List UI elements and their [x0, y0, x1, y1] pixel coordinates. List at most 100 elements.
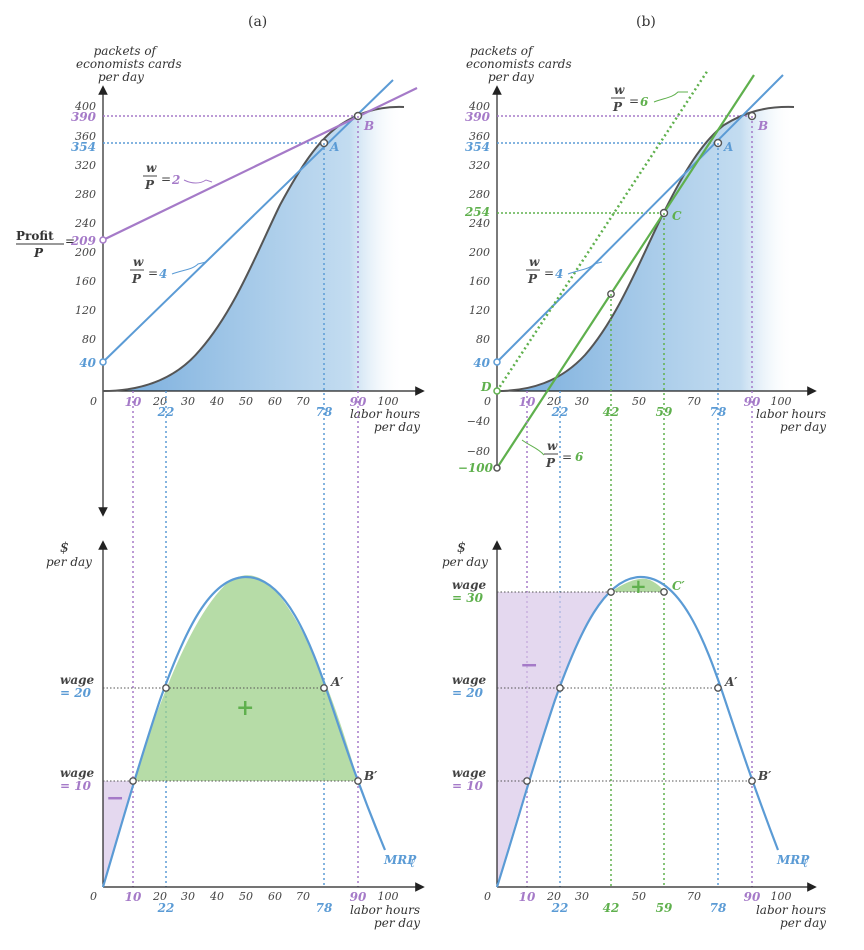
svg-text:A′: A′: [330, 675, 344, 689]
panel-a-line-wp2: [102, 87, 418, 241]
svg-text:50: 50: [239, 395, 253, 408]
svg-text:59: 59: [656, 405, 673, 419]
svg-text:w: w: [529, 255, 540, 269]
svg-text:= 30: = 30: [452, 591, 484, 605]
panel-b-shaded-area: [497, 106, 794, 392]
svg-text:wage: wage: [452, 673, 486, 687]
svg-text:= 20: = 20: [452, 686, 484, 700]
svg-text:ℓ: ℓ: [410, 856, 415, 870]
svg-text:$: $: [457, 540, 466, 556]
svg-text:320: 320: [75, 159, 96, 172]
svg-text:0: 0: [90, 890, 97, 903]
svg-text:MRP: MRP: [776, 853, 810, 867]
label-B: B: [363, 119, 374, 133]
svg-text:59: 59: [656, 901, 673, 915]
panel-a-bottom: A′ B′ + − $ per day wage = 20 wage = 10 …: [46, 540, 425, 930]
panel-a-title: (a): [248, 14, 267, 30]
minus-sign-a: −: [106, 785, 124, 811]
svg-text:B′: B′: [363, 769, 378, 783]
svg-text:P: P: [545, 456, 556, 470]
svg-text:4: 4: [555, 267, 563, 281]
svg-text:70: 70: [296, 395, 310, 408]
svg-text:packets of: packets of: [470, 44, 535, 58]
svg-text:per day: per day: [780, 420, 826, 434]
panel-a-top: A B packets of economists cards per day …: [16, 44, 425, 517]
svg-text:ℓ: ℓ: [803, 856, 808, 870]
svg-text:70: 70: [687, 890, 701, 903]
y-label-line1: packets of: [94, 44, 159, 58]
svg-text:70: 70: [296, 890, 310, 903]
svg-text:78: 78: [710, 901, 727, 915]
svg-text:0: 0: [484, 395, 491, 408]
svg-text:30: 30: [575, 890, 589, 903]
svg-text:wage: wage: [452, 766, 486, 780]
svg-text:60: 60: [268, 890, 282, 903]
svg-text:P: P: [131, 272, 142, 286]
svg-text:390: 390: [465, 110, 491, 124]
svg-text:= 20: = 20: [60, 686, 92, 700]
svg-text:A: A: [723, 140, 733, 154]
svg-text:160: 160: [75, 275, 96, 288]
panel-a-mrp-curve: [101, 575, 387, 888]
svg-text:120: 120: [75, 304, 96, 317]
svg-text:wage: wage: [60, 766, 94, 780]
svg-text:400: 400: [468, 100, 490, 113]
svg-text:22: 22: [157, 901, 175, 915]
svg-text:w: w: [547, 439, 558, 453]
svg-text:+: +: [630, 574, 647, 598]
svg-text:=: =: [544, 266, 554, 280]
svg-text:=: =: [148, 266, 158, 280]
svg-text:200: 200: [74, 246, 96, 259]
svg-text:42: 42: [603, 901, 620, 915]
wp2-value: 2: [171, 173, 180, 187]
svg-text:−: −: [520, 652, 538, 678]
svg-text:70: 70: [687, 395, 701, 408]
svg-text:= 10: = 10: [60, 779, 92, 793]
svg-text:per day: per day: [442, 555, 488, 569]
svg-text:10: 10: [519, 890, 536, 904]
svg-text:−40: −40: [467, 415, 490, 428]
svg-text:60: 60: [268, 395, 282, 408]
svg-text:$: $: [60, 540, 69, 556]
svg-text:40: 40: [473, 356, 490, 370]
profit-label: Profit: [16, 229, 54, 243]
svg-text:B′: B′: [757, 769, 772, 783]
svg-text:20: 20: [152, 890, 167, 903]
svg-text:100: 100: [378, 890, 399, 903]
svg-text:200: 200: [468, 246, 490, 259]
a-354: 354: [71, 140, 96, 154]
panel-a-plus-area: [133, 575, 358, 781]
svg-text:160: 160: [469, 275, 490, 288]
svg-text:360: 360: [75, 130, 96, 143]
panel-a-shaded-area: [103, 106, 404, 392]
svg-text:280: 280: [74, 188, 96, 201]
svg-text:0: 0: [90, 395, 97, 408]
svg-text:−80: −80: [467, 445, 490, 458]
svg-text:=: =: [65, 234, 75, 248]
svg-text:P: P: [612, 100, 623, 114]
svg-text:6: 6: [640, 95, 649, 109]
svg-text:22: 22: [551, 901, 569, 915]
svg-text:P: P: [527, 272, 538, 286]
svg-text:w: w: [133, 255, 144, 269]
svg-text:MRP: MRP: [383, 853, 417, 867]
svg-text:B: B: [757, 119, 768, 133]
svg-text:78: 78: [316, 405, 333, 419]
svg-text:80: 80: [476, 333, 490, 346]
a-40: 40: [79, 356, 96, 370]
svg-text:90: 90: [350, 890, 367, 904]
label-A: A: [329, 140, 339, 154]
svg-text:240: 240: [74, 217, 96, 230]
svg-text:w: w: [146, 161, 157, 175]
svg-text:100: 100: [771, 890, 792, 903]
svg-text:20: 20: [546, 890, 561, 903]
wp4-value: 4: [159, 267, 167, 281]
svg-text:6: 6: [575, 450, 584, 464]
a-390: 390: [71, 110, 97, 124]
svg-text:320: 320: [469, 159, 490, 172]
svg-text:per day: per day: [488, 70, 534, 84]
svg-text:=: =: [161, 172, 171, 186]
svg-text:−100: −100: [458, 461, 494, 475]
svg-text:D: D: [480, 380, 492, 394]
svg-text:50: 50: [632, 395, 646, 408]
